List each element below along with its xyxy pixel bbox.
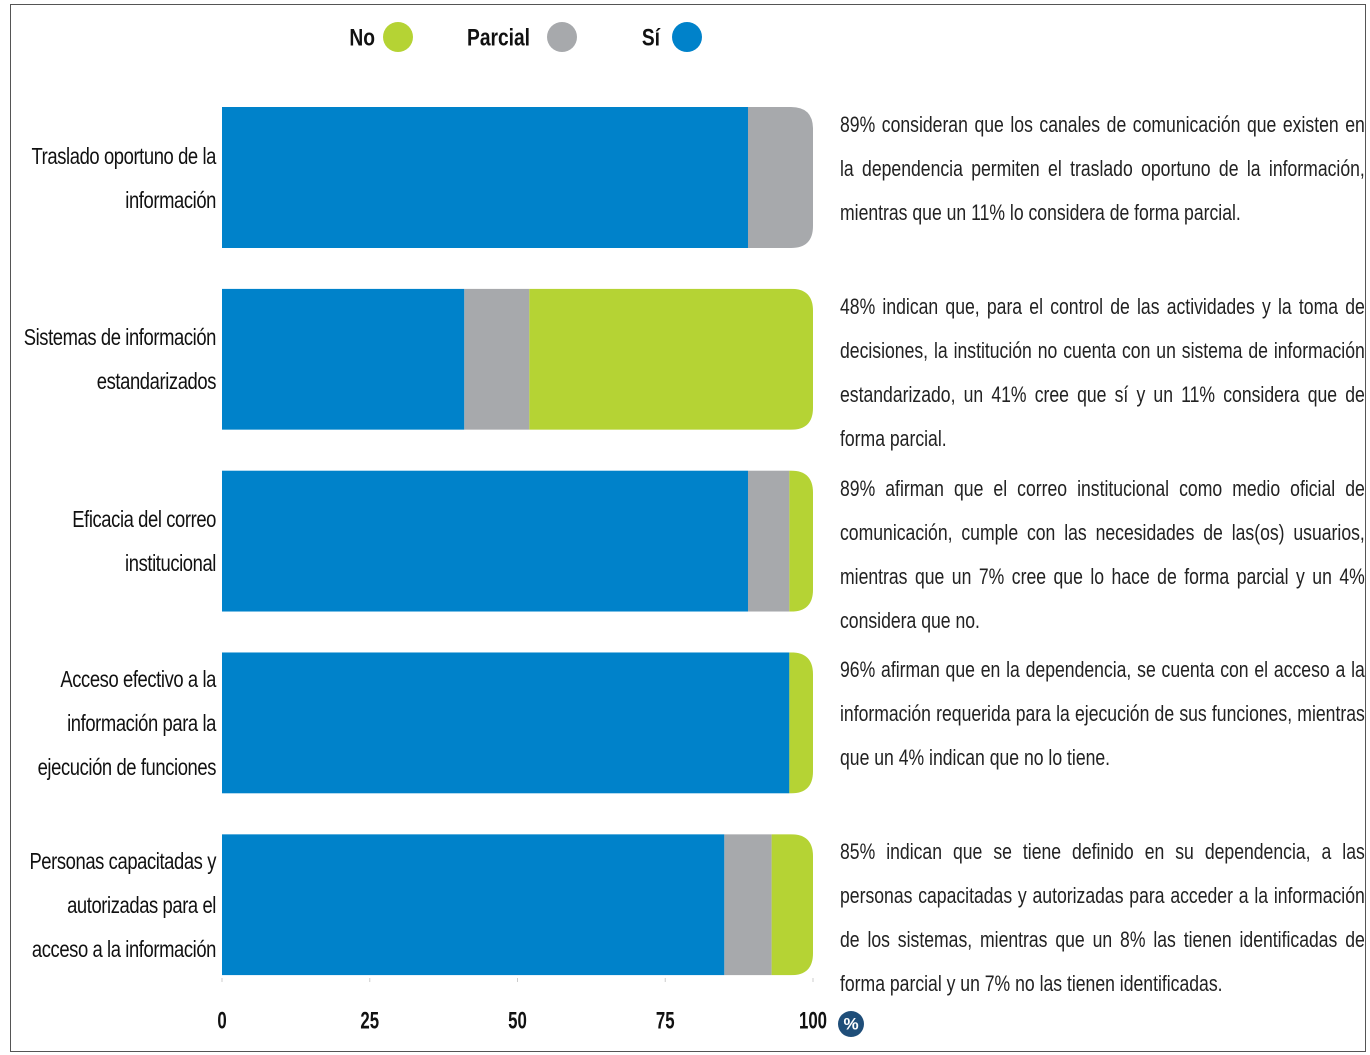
category-label: Sistemas de información estandarizados — [23, 324, 217, 395]
annotation: 89% consideran que los canales de comuni… — [840, 112, 1365, 225]
bar-segment — [724, 834, 772, 976]
x-tick-label: 75 — [656, 1007, 675, 1034]
category-label: Personas capacitadas y autorizadas para … — [29, 847, 217, 962]
bar-segment — [222, 652, 790, 794]
bar-segment — [789, 652, 813, 794]
legend-label: Sí — [642, 23, 661, 51]
annotation: 96% afirman que en la dependencia, se cu… — [840, 657, 1365, 771]
bar-row — [222, 470, 813, 612]
category-label: Acceso efectivo a la información para la… — [37, 665, 217, 780]
bar-segment — [747, 107, 813, 248]
x-unit-badge — [838, 1011, 864, 1037]
annotation: 89% afirman que el correo institucional … — [840, 475, 1365, 633]
x-tick-label: 25 — [360, 1007, 379, 1034]
bar-segment — [222, 470, 748, 612]
bar-segment — [222, 288, 465, 430]
bar-row — [222, 652, 813, 794]
bar-segment — [464, 288, 530, 430]
annotation: 85% indican que se tiene definido en su … — [840, 839, 1365, 997]
x-axis-label: % — [843, 1014, 858, 1033]
x-tick-label: 100 — [799, 1007, 827, 1034]
bar-segment — [222, 834, 725, 976]
x-tick-label: 50 — [508, 1007, 527, 1034]
category-label: Eficacia del correo institucional — [72, 506, 216, 577]
frame — [10, 4, 1366, 1052]
annotation: 48% indican que, para el control de las … — [840, 293, 1365, 451]
bar-segment — [529, 288, 813, 430]
bar-row — [222, 288, 813, 430]
x-tick-label: 0 — [217, 1007, 226, 1034]
legend-swatch — [672, 22, 702, 52]
bar-row — [222, 834, 813, 976]
bar-row — [222, 107, 813, 248]
bar-segment — [747, 470, 790, 612]
category-label: Traslado oportuno de la información — [31, 142, 217, 213]
bar-segment — [789, 470, 813, 612]
bar-segment — [222, 107, 748, 248]
legend-label: No — [349, 23, 375, 51]
legend-swatch — [383, 22, 413, 52]
legend-swatch — [547, 22, 577, 52]
bar-segment — [771, 834, 813, 976]
legend-label: Parcial — [467, 23, 530, 51]
